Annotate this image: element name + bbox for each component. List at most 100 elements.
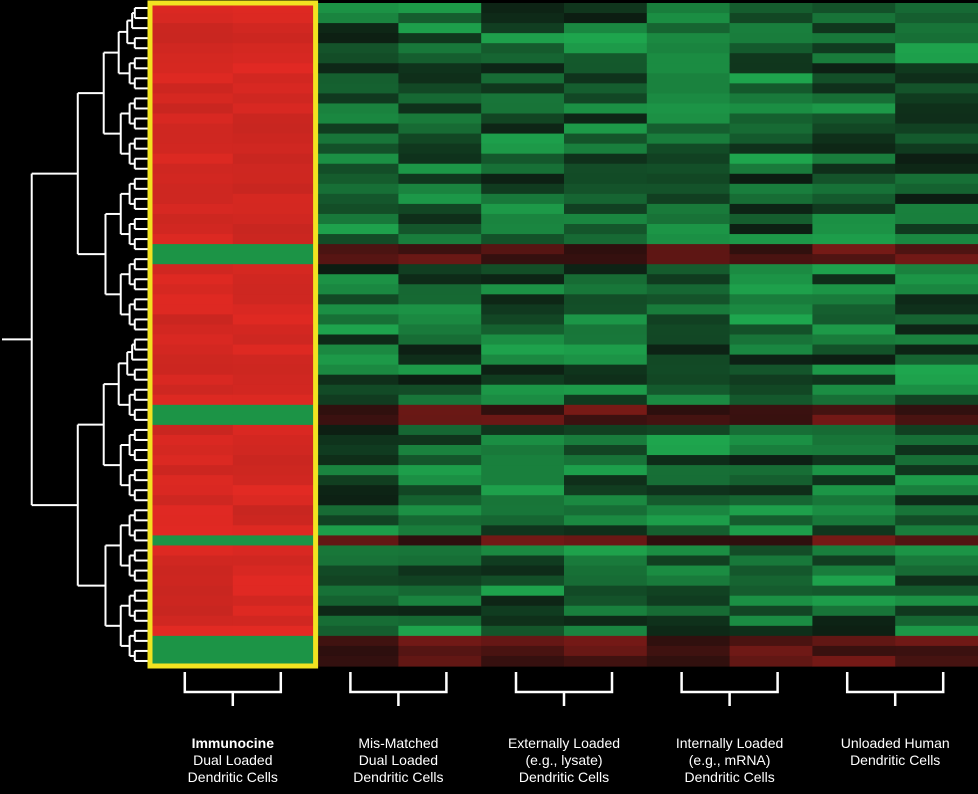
heatmap-cell xyxy=(232,294,317,305)
heatmap-cell xyxy=(812,33,896,44)
heatmap-cell xyxy=(812,555,896,567)
heatmap-cell xyxy=(398,515,482,526)
heatmap-cell xyxy=(729,284,813,295)
heatmap-cell xyxy=(646,274,731,285)
heatmap-cell xyxy=(729,505,813,516)
heatmap-cell xyxy=(729,334,813,346)
heatmap-cell xyxy=(150,555,234,567)
heatmap-cell xyxy=(646,424,731,436)
heatmap-cell xyxy=(398,163,482,175)
group-label-line: Dendritic Cells xyxy=(684,769,775,785)
heatmap-cell xyxy=(895,655,978,667)
heatmap-cell xyxy=(232,635,317,647)
heatmap-cell xyxy=(232,203,317,215)
heatmap-cell xyxy=(232,384,317,396)
heatmap-cell xyxy=(812,3,896,14)
heatmap-cell xyxy=(315,334,399,346)
heatmap-cell xyxy=(812,505,896,516)
heatmap-cell xyxy=(895,213,978,225)
heatmap-cell xyxy=(646,13,731,24)
heatmap-cell xyxy=(895,193,978,205)
heatmap-cell xyxy=(232,505,317,516)
heatmap-cell xyxy=(895,203,978,215)
heatmap-cell xyxy=(398,585,482,597)
heatmap-cell xyxy=(232,3,317,14)
heatmap-cell xyxy=(895,334,978,346)
heatmap-cell xyxy=(150,645,234,657)
heatmap-cell xyxy=(232,655,317,667)
heatmap-cell xyxy=(232,334,317,346)
heatmap-cell xyxy=(646,93,731,105)
heatmap-cell xyxy=(646,133,731,145)
heatmap-cell xyxy=(729,63,813,74)
heatmap-cell xyxy=(150,93,234,105)
heatmap-cell xyxy=(729,655,813,667)
heatmap-cell xyxy=(398,183,482,195)
heatmap-cell xyxy=(315,63,399,74)
heatmap-cell xyxy=(729,555,813,567)
heatmap-cell xyxy=(564,213,648,225)
heatmap-cell xyxy=(729,213,813,225)
heatmap-cell xyxy=(729,545,813,557)
group-label-line: Internally Loaded xyxy=(675,735,784,751)
heatmap-cell xyxy=(646,113,731,125)
heatmap-cell xyxy=(564,655,648,667)
heatmap-cell xyxy=(812,53,896,64)
heatmap-cell xyxy=(646,485,731,496)
heatmap-cell xyxy=(232,314,317,326)
heatmap-cell xyxy=(564,625,648,637)
heatmap-cell xyxy=(812,414,896,426)
heatmap-cell xyxy=(895,183,978,195)
heatmap-cell xyxy=(315,203,399,215)
heatmap-cell xyxy=(150,113,234,125)
heatmap-cell xyxy=(232,133,317,145)
heatmap-cell xyxy=(315,274,399,285)
heatmap-cell xyxy=(729,404,813,416)
heatmap-cell xyxy=(481,374,565,386)
heatmap-cell xyxy=(812,93,896,105)
heatmap-cell xyxy=(315,455,399,466)
heatmap-cell xyxy=(481,193,565,205)
heatmap-cell xyxy=(646,354,731,366)
heatmap-cell xyxy=(812,374,896,386)
heatmap-cell xyxy=(232,625,317,637)
heatmap-cell xyxy=(812,394,896,406)
heatmap-cell xyxy=(150,384,234,396)
heatmap-cell xyxy=(150,615,234,627)
heatmap-cell xyxy=(315,424,399,436)
heatmap-cell xyxy=(398,374,482,386)
heatmap-cell xyxy=(398,615,482,627)
heatmap-cell xyxy=(895,93,978,105)
heatmap-cell xyxy=(150,324,234,336)
heatmap-cell xyxy=(232,545,317,557)
heatmap-cell xyxy=(564,3,648,14)
heatmap-cell xyxy=(232,535,317,547)
heatmap-cell xyxy=(315,625,399,637)
group-bracket xyxy=(680,672,779,706)
heatmap-cell xyxy=(398,485,482,496)
heatmap-cell xyxy=(481,23,565,34)
heatmap-cell xyxy=(232,304,317,316)
heatmap-cell xyxy=(812,475,896,486)
heatmap-cell xyxy=(812,404,896,416)
heatmap-cell xyxy=(398,575,482,587)
heatmap-cell xyxy=(150,525,234,537)
heatmap-cell xyxy=(729,163,813,175)
heatmap-cell xyxy=(315,535,399,547)
heatmap-cell xyxy=(232,43,317,54)
heatmap-cell xyxy=(481,404,565,416)
heatmap-cell xyxy=(315,465,399,476)
heatmap-cell xyxy=(150,33,234,44)
group-label-line: Dendritic Cells xyxy=(353,769,444,785)
heatmap-cell xyxy=(150,304,234,316)
heatmap-cell xyxy=(481,143,565,155)
heatmap-cell xyxy=(646,83,731,95)
heatmap-cell xyxy=(315,374,399,386)
heatmap-cell xyxy=(398,153,482,165)
group-label-immunocine: Immunocine Dual Loaded Dendritic Cells xyxy=(148,735,318,786)
heatmap-cell xyxy=(398,254,482,265)
heatmap-cell xyxy=(812,63,896,74)
heatmap-cell xyxy=(564,274,648,285)
heatmap-cell xyxy=(812,113,896,125)
heatmap-cell xyxy=(150,274,234,285)
